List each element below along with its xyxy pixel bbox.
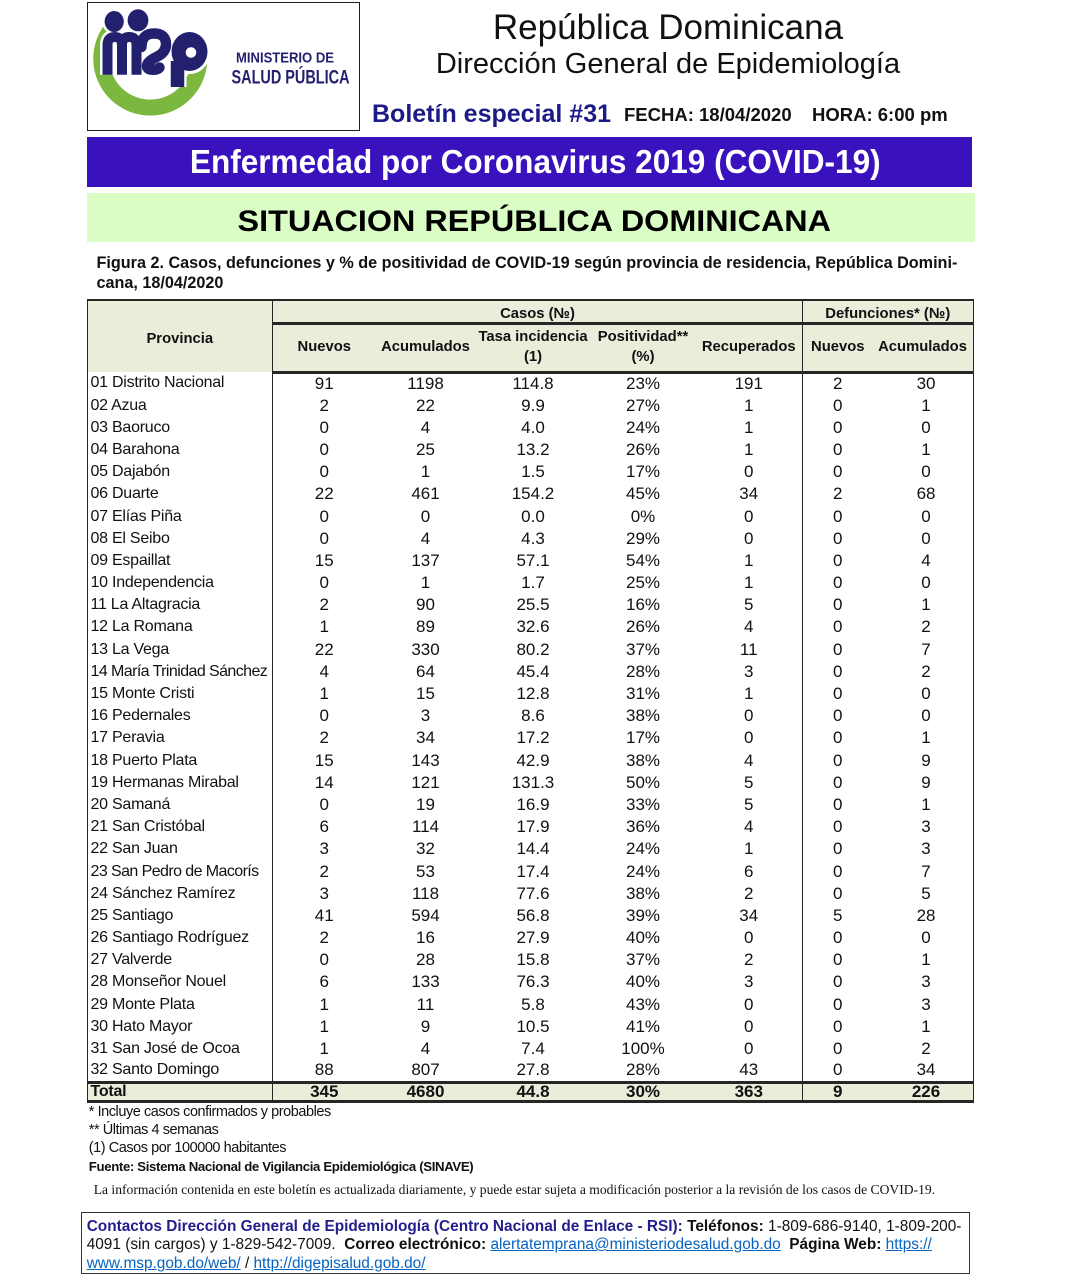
svg-text:MINISTERIO DE: MINISTERIO DE <box>236 50 334 67</box>
svg-text:SALUD PÚBLICA: SALUD PÚBLICA <box>231 65 349 89</box>
